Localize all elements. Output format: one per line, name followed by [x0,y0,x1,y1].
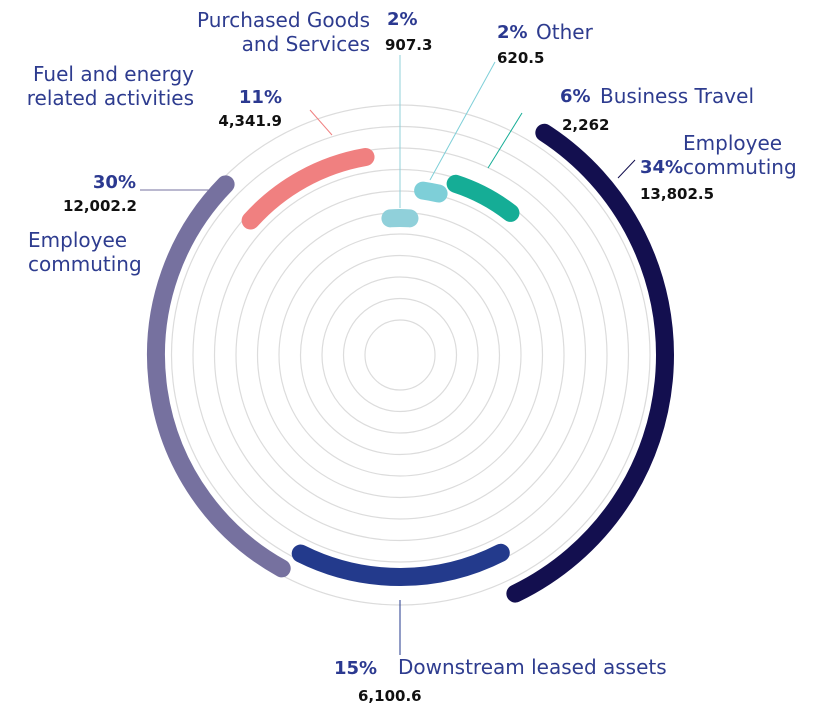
arcs [147,123,674,603]
leader-lines [140,55,636,655]
percent-label: 34% [640,157,684,178]
percent-label: 2% [387,9,418,30]
leader-line [487,112,523,169]
value-label: 12,002.2 [62,197,137,215]
leader-line [617,159,636,179]
grid-circle [278,233,522,477]
value-label: 907.3 [385,36,433,54]
percent-label: 11% [238,87,282,108]
value-label: 620.5 [497,49,545,67]
value-label: 6,100.6 [358,687,422,705]
grid-circle [321,276,479,434]
category-label: Fuel and energy related activities [26,62,194,110]
value-label: 4,341.9 [218,112,282,130]
arc-bar [414,181,448,203]
grid-circle [299,254,501,456]
category-label: Business Travel [600,84,755,108]
arc-bar [291,543,510,586]
arc-bar [506,123,674,603]
category-label: Downstream leased assets [398,655,667,679]
value-label: 2,262 [562,116,610,134]
percent-label: 15% [334,658,378,679]
value-label: 13,802.5 [640,185,715,203]
category-label: Employee commuting [28,228,142,276]
category-label: Other [536,20,593,44]
category-label: Employee commuting [683,131,797,179]
arc-bar [241,147,375,230]
arc-bar [446,174,520,222]
percent-label: 30% [92,172,136,193]
category-label: Purchased Goods and Services [197,8,370,56]
percent-label: 6% [560,86,591,107]
leader-line [429,61,496,181]
percent-label: 2% [497,22,528,43]
grid-circle [342,297,458,413]
grid-circle [235,190,565,520]
arc-bar [147,175,291,578]
grid-circle [364,319,436,391]
leader-line [309,109,333,136]
